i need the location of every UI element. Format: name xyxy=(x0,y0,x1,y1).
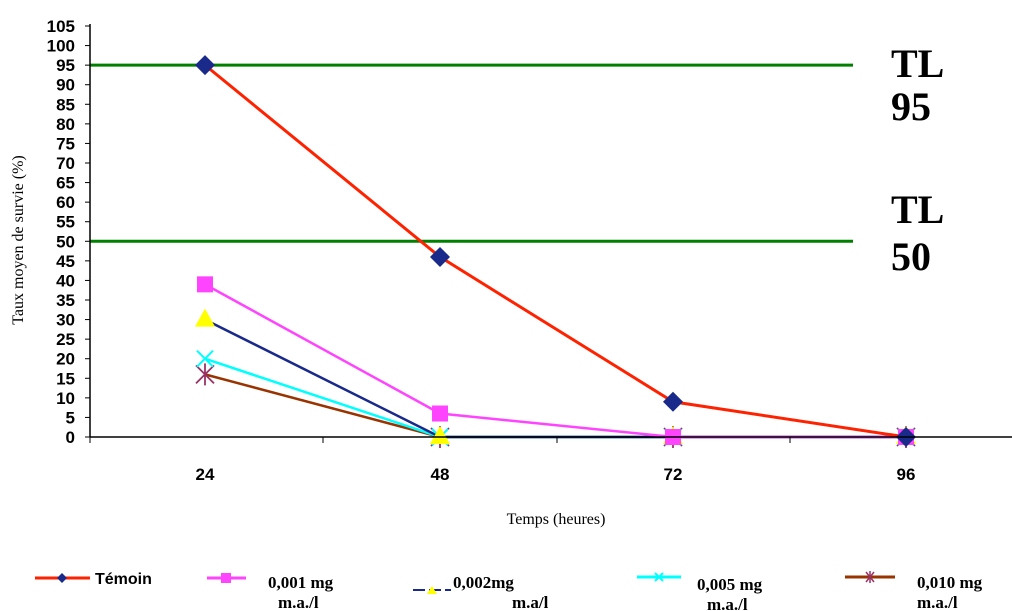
y-tick-label: 105 xyxy=(47,17,75,36)
legend-item-0-002: 0,002mg m.a/l xyxy=(413,573,549,611)
reference-lines xyxy=(90,63,853,243)
legend-marker-temoin xyxy=(57,573,67,583)
series-0 xyxy=(204,63,907,439)
series-markers-1 xyxy=(197,276,914,445)
legend-item-0-001: 0,001 mg m.a./l xyxy=(207,573,334,611)
tl50-label-line2: 50 xyxy=(891,234,931,279)
y-tick-label: 90 xyxy=(56,76,75,95)
y-tick-label: 10 xyxy=(56,389,75,408)
y-tick-label: 20 xyxy=(56,350,75,369)
data-point xyxy=(663,391,683,412)
data-point xyxy=(195,308,215,327)
legend-item-0-010: 0,010 mg m.a./l xyxy=(845,571,983,611)
tl95-label-line1: TL xyxy=(891,41,944,86)
x-axis-title: Temps (heures) xyxy=(507,511,606,528)
series-line-2 xyxy=(204,318,906,439)
series-line-0 xyxy=(204,63,907,439)
x-tick-label: 48 xyxy=(431,465,450,484)
y-tick-label: 0 xyxy=(66,428,75,447)
data-point xyxy=(196,350,214,368)
y-tick-label: 65 xyxy=(56,174,75,193)
y-tick-label: 40 xyxy=(56,271,75,290)
x-tick-label: 96 xyxy=(897,465,916,484)
legend-label-0-001-line2: m.a./l xyxy=(278,593,319,611)
y-tick-label: 55 xyxy=(56,213,75,232)
series-markers-0 xyxy=(195,55,916,447)
data-point xyxy=(195,363,215,386)
legend-label-0-010-line2: m.a./l xyxy=(917,593,958,611)
legend-marker-0-001 xyxy=(221,573,231,583)
y-tick-label: 45 xyxy=(56,252,75,271)
y-tick-label: 15 xyxy=(56,369,75,388)
legend-label-temoin: Témoin xyxy=(95,571,152,588)
legend-marker-0-002 xyxy=(427,586,437,594)
y-tick-label: 100 xyxy=(47,37,75,56)
tl95-label-line2: 95 xyxy=(891,84,931,129)
x-tick-label: 72 xyxy=(664,465,683,484)
y-tick-label: 85 xyxy=(56,95,75,114)
y-tick-label: 80 xyxy=(56,115,75,134)
y-axis-title: Taux moyen de survie (%) xyxy=(10,155,27,325)
legend: Témoin 0,001 mg m.a./l 0,002mg m.a/l 0,0… xyxy=(35,571,983,611)
data-point xyxy=(195,55,215,76)
axes: 0510152025303540455055606570758085909510… xyxy=(47,17,1012,484)
legend-label-0-002-line1: 0,002mg xyxy=(453,573,514,592)
legend-marker-0-010 xyxy=(865,571,875,583)
legend-label-0-002-line2: m.a/l xyxy=(512,593,549,611)
data-point xyxy=(197,276,213,293)
series-markers-3 xyxy=(196,350,915,446)
data-point xyxy=(432,405,448,422)
y-tick-label: 75 xyxy=(56,134,75,153)
y-tick-label: 5 xyxy=(66,408,75,427)
y-tick-label: 95 xyxy=(56,56,75,75)
legend-label-0-005-line1: 0,005 mg xyxy=(697,575,763,594)
tl95-label: TL 95 xyxy=(891,41,944,129)
series-layer xyxy=(195,55,916,448)
y-tick-label: 30 xyxy=(56,311,75,330)
legend-item-0-005: 0,005 mg m.a./l xyxy=(637,572,763,611)
legend-marker-0-005 xyxy=(654,572,664,582)
y-tick-label: 70 xyxy=(56,154,75,173)
legend-item-temoin: Témoin xyxy=(35,571,152,588)
series-markers-4 xyxy=(195,363,916,448)
y-tick-label: 35 xyxy=(56,291,75,310)
legend-label-0-001-line1: 0,001 mg xyxy=(268,573,334,592)
data-point xyxy=(430,426,450,444)
series-4 xyxy=(204,373,906,439)
legend-label-0-010-line1: 0,010 mg xyxy=(917,573,983,592)
series-1 xyxy=(204,283,906,439)
tl50-label-line1: TL xyxy=(891,187,944,232)
x-tick-label: 24 xyxy=(196,465,215,484)
series-2 xyxy=(204,318,906,439)
y-tick-label: 60 xyxy=(56,193,75,212)
series-line-1 xyxy=(204,283,906,439)
data-point xyxy=(430,246,450,267)
y-tick-label: 25 xyxy=(56,330,75,349)
y-tick-label: 50 xyxy=(56,232,75,251)
series-line-4 xyxy=(204,373,906,439)
tl50-label: TL 50 xyxy=(891,187,944,279)
legend-label-0-005-line2: m.a./l xyxy=(707,595,748,611)
